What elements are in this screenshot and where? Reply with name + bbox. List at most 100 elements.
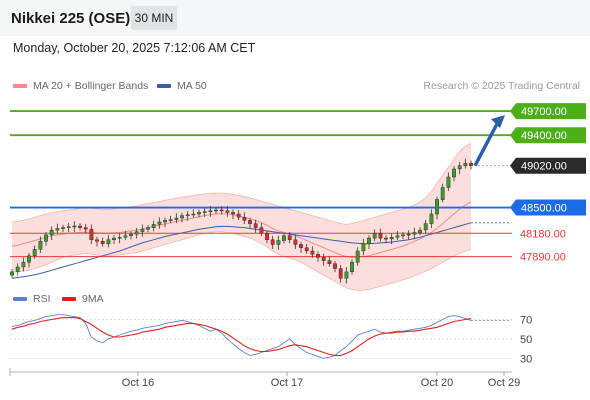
ma50-line <box>11 222 472 279</box>
candle-body <box>463 163 468 166</box>
rsi-tick-label-30: 30 <box>520 353 532 365</box>
ma20-line <box>11 201 472 258</box>
level-label-48180.00: 48180.00 <box>520 228 566 240</box>
candle-body <box>327 260 332 265</box>
level-tag-bg <box>510 103 586 120</box>
candle-body <box>106 239 111 244</box>
candle-body <box>389 237 394 240</box>
candle-body <box>367 237 371 244</box>
legend-label-ma20: MA 20 + Bollinger Bands <box>33 80 149 92</box>
legend-ma20-bb: MA 20 + Bollinger Bands <box>13 80 148 92</box>
candle-body <box>219 209 224 212</box>
candle-body <box>265 233 269 240</box>
candle-body <box>134 231 139 235</box>
candle-body <box>95 239 99 242</box>
candle-body <box>361 243 366 252</box>
candle-body <box>350 262 354 273</box>
candle-body <box>395 235 400 238</box>
copyright-text: Research © 2025 Trading Central <box>423 80 580 92</box>
candle-body <box>401 234 405 237</box>
candle-body <box>299 244 303 248</box>
candle-body <box>89 229 94 241</box>
timeframe-button[interactable]: 30 MIN <box>131 6 177 30</box>
projection-arrow-shaft <box>473 119 501 167</box>
legend-rsi: RSI <box>13 293 51 305</box>
candle-body <box>316 253 320 258</box>
candle-body <box>112 237 116 240</box>
level-tag-49400.00: 49400.00 <box>510 127 586 144</box>
candle-body <box>378 233 383 239</box>
candle-body <box>72 225 77 228</box>
legend-label-rsi: RSI <box>33 293 51 305</box>
x-tick-label-Oct-29: Oct 29 <box>488 377 520 389</box>
candle-body <box>293 239 298 245</box>
candle-body <box>44 234 48 242</box>
candle-body <box>151 224 156 228</box>
candle-body <box>78 225 82 228</box>
x-tick-label-Oct-20: Oct 20 <box>421 377 453 389</box>
candle-body <box>446 176 451 188</box>
candle-body <box>423 223 428 231</box>
legend-swatch-rsi-ma <box>62 297 76 302</box>
candle-body <box>191 213 196 216</box>
candle-body <box>185 214 190 217</box>
candle-body <box>321 257 326 261</box>
candle-body <box>66 226 71 229</box>
candle-body <box>83 227 88 230</box>
candle-body <box>452 168 456 178</box>
legend-label-rsi-ma: 9MA <box>82 293 104 305</box>
candle-body <box>208 210 213 213</box>
candle-body <box>38 241 43 250</box>
candle-body <box>412 232 417 235</box>
candle-body <box>287 235 292 240</box>
level-tag-49020.00: 49020.00 <box>510 157 586 174</box>
candle-body <box>355 250 360 263</box>
candle-body <box>310 250 315 255</box>
candle-body <box>242 216 247 221</box>
candle-body <box>163 220 167 223</box>
candle-body <box>180 215 184 219</box>
chart-datetime: Monday, October 20, 2025 7:12:06 AM CET <box>13 41 256 55</box>
candle-body <box>253 223 258 228</box>
candle-body <box>10 271 14 276</box>
candle-body <box>469 163 473 166</box>
candle-body <box>225 210 230 213</box>
candle-body <box>157 221 162 225</box>
candle-body <box>344 271 349 279</box>
level-tag-48500.00: 48500.00 <box>510 199 586 216</box>
candle-body <box>406 233 411 236</box>
candle-body <box>61 227 65 229</box>
candle-body <box>129 233 133 236</box>
level-label-47890.00: 47890.00 <box>520 252 566 264</box>
candle-body <box>168 219 173 221</box>
candle-body <box>276 240 281 245</box>
candle-body <box>384 237 388 240</box>
candle-body <box>457 165 462 170</box>
candle-body <box>282 235 286 241</box>
candle-body <box>259 227 264 234</box>
candle-body <box>231 212 235 215</box>
candle-body <box>100 241 105 244</box>
candle-body <box>32 249 37 256</box>
level-tag-text: 49020.00 <box>521 161 567 173</box>
candle-body <box>248 220 252 224</box>
legend-label-ma50: MA 50 <box>177 80 207 92</box>
level-tag-bg <box>510 157 586 174</box>
legend-swatch-rsi <box>13 297 27 302</box>
rsi-line <box>11 314 472 359</box>
candle-body <box>140 229 145 232</box>
candle-body <box>197 212 201 215</box>
instrument-title: Nikkei 225 (OSE) <box>11 10 131 27</box>
legend-swatch-ma50 <box>157 84 171 89</box>
rsi-ma-line <box>11 317 472 356</box>
legend-swatch-ma20 <box>13 84 27 89</box>
legend-rsi-ma: 9MA <box>62 293 104 305</box>
candle-body <box>333 263 337 269</box>
projection-arrow-head <box>491 115 505 129</box>
bollinger-lower-line <box>12 231 472 291</box>
candle-body <box>236 213 241 218</box>
level-tag-text: 49700.00 <box>521 106 567 118</box>
candle-body <box>440 187 445 200</box>
candle-body <box>372 233 377 239</box>
